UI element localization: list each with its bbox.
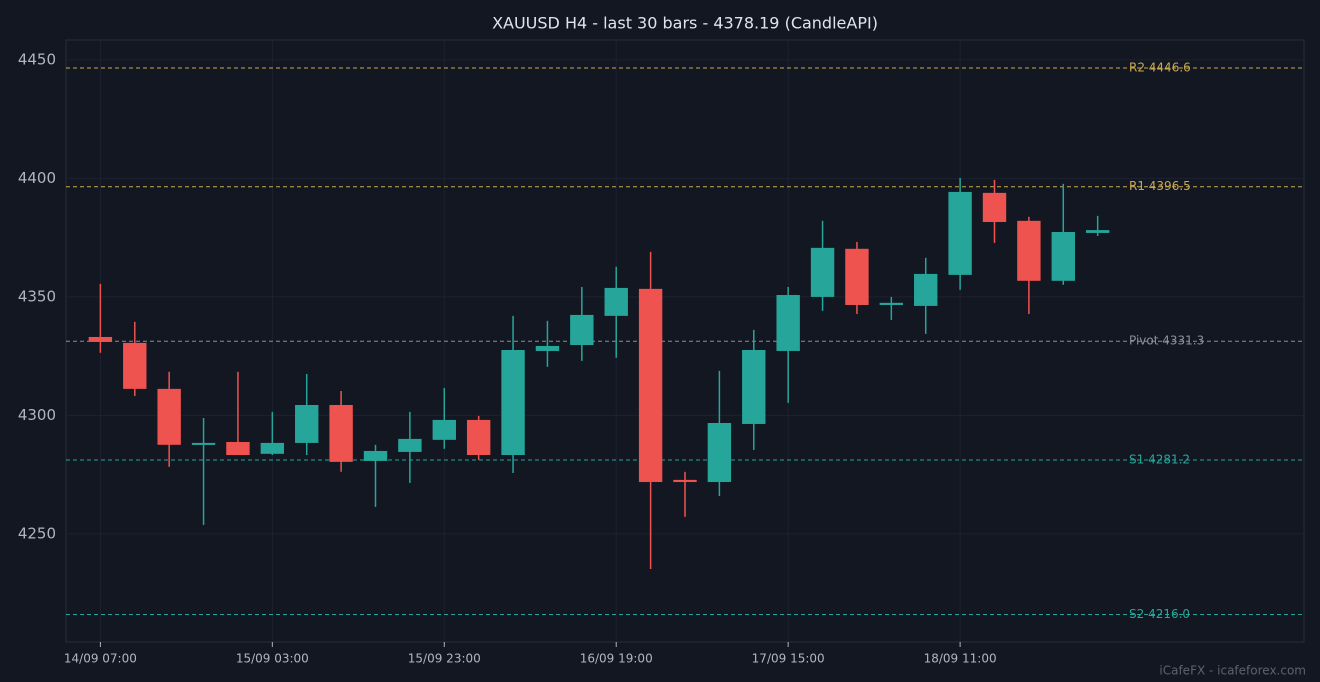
watermark: iCafeFX - icafeforex.com [1159, 664, 1306, 678]
candle-body [776, 295, 800, 351]
x-tick-label: 17/09 15:00 [752, 652, 825, 666]
candle-body [638, 288, 663, 483]
y-tick-label: 4400 [18, 169, 56, 187]
candle-body [948, 191, 972, 275]
level-label: S1 4281.2 [1129, 452, 1190, 466]
x-tick-label: 15/09 03:00 [236, 652, 309, 666]
candle-body [363, 450, 388, 461]
y-tick-label: 4350 [18, 287, 56, 305]
candle-body [432, 419, 456, 440]
candle-body [604, 287, 628, 316]
level-label: R2 4446.6 [1129, 60, 1191, 74]
candle-body [466, 419, 491, 456]
candle-body [260, 442, 285, 454]
candle-body [1017, 220, 1041, 281]
candle-body [914, 273, 938, 306]
y-tick-label: 4300 [18, 406, 56, 424]
level-label: S2 4216.0 [1129, 607, 1190, 621]
x-tick-label: 18/09 11:00 [924, 652, 997, 666]
candle-body [191, 442, 216, 445]
candle-body [329, 404, 353, 462]
x-tick-label: 14/09 07:00 [64, 652, 137, 666]
chart-title: XAUUSD H4 - last 30 bars - 4378.19 (Cand… [492, 14, 878, 33]
candle-body [88, 336, 113, 342]
candle-body [295, 404, 319, 443]
candle-body [157, 388, 181, 445]
candle-body [123, 342, 147, 389]
candle-body [810, 247, 835, 297]
candle-body [1051, 231, 1075, 281]
level-label: Pivot 4331.3 [1129, 334, 1204, 348]
candle-body [570, 314, 594, 346]
candle-body [1085, 230, 1110, 233]
candle-body [535, 345, 560, 351]
y-tick-label: 4250 [18, 524, 56, 542]
x-tick-label: 16/09 19:00 [580, 652, 653, 666]
candle-body [879, 302, 904, 305]
x-tick-label: 15/09 23:00 [408, 652, 481, 666]
candle-body [673, 479, 697, 483]
candle-body [707, 423, 732, 483]
candle-body [226, 441, 250, 456]
candle-body [398, 438, 422, 452]
level-label: R1 4396.5 [1129, 179, 1191, 193]
candle-body [982, 192, 1007, 223]
y-tick-label: 4450 [18, 50, 56, 68]
candle-body [845, 248, 869, 305]
candle-body [742, 350, 766, 424]
candle-body [501, 350, 525, 456]
